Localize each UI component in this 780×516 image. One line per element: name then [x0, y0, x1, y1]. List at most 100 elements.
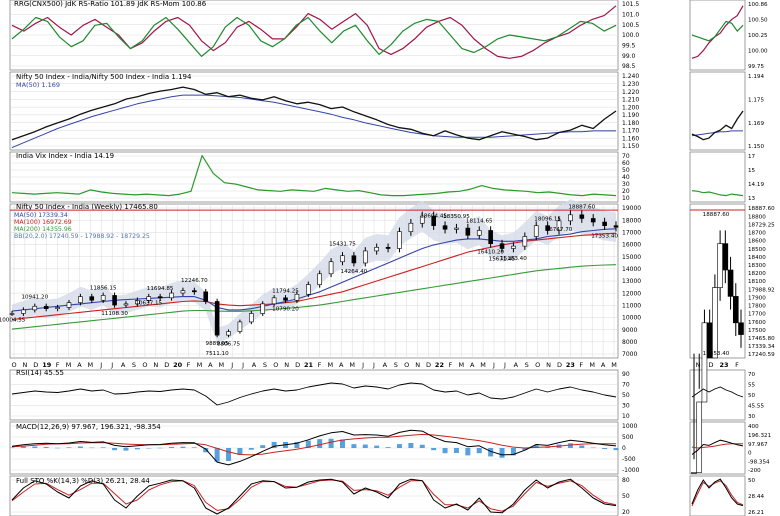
y-tick-label: 100.5	[622, 22, 639, 29]
vix-side-panel-frame	[689, 151, 746, 203]
side-series-line-sto-1	[691, 480, 744, 507]
series-line-sto-0	[11, 478, 617, 515]
month-tick-label: J	[99, 361, 102, 369]
month-tick-label: N	[284, 361, 289, 369]
month-tick-label: 22	[435, 361, 444, 369]
macd-histogram-bar	[43, 446, 49, 448]
series-line-rrg-1	[11, 16, 617, 58]
price-candle	[431, 215, 436, 226]
month-tick-label: 20	[173, 361, 183, 369]
series-line-ratio-0	[11, 86, 617, 141]
price-candle	[283, 297, 288, 301]
series-line-price-3	[11, 264, 617, 330]
side-y-tick-label: 17700	[748, 312, 766, 318]
price-candle	[180, 290, 186, 294]
side-y-tick-label: 97.967	[748, 442, 768, 448]
macd-histogram-bar	[476, 448, 482, 454]
price-annotation: 15183.40	[500, 256, 527, 262]
y-tick-label: 40	[622, 174, 630, 181]
macd-histogram-bar	[226, 448, 232, 461]
price-annotation: 7511.10	[206, 351, 230, 357]
series-line-sto-1	[11, 479, 617, 512]
price-candle	[568, 214, 573, 222]
price-candle	[385, 247, 391, 249]
side-y-tick-label: 18729.25	[748, 222, 775, 228]
side-y-tick-label: 100.00	[748, 49, 768, 55]
side-series-line-rrg-0	[691, 5, 744, 59]
side-y-tick-label: 17	[748, 154, 756, 160]
month-tick-label: A	[77, 361, 82, 369]
price-annotation: 16747.70	[546, 227, 573, 233]
sto-label: Full STO %K(14,3) %D(3) 26.21, 28.44	[16, 477, 150, 485]
y-tick-label: 50	[622, 392, 630, 399]
price-annotation: 18604.45	[420, 214, 447, 220]
macd-histogram-bar	[180, 446, 186, 448]
side-y-tick-label: -98.354	[748, 459, 770, 465]
macd-histogram-bar	[32, 446, 38, 448]
price-candle	[613, 225, 619, 228]
price-legend-bb: BB(20,2.0) 17240.59 - 17988.92 - 18729.2…	[14, 233, 150, 240]
price-candle	[89, 296, 95, 301]
price-candle	[351, 255, 357, 264]
price-annotation: 11856.15	[90, 285, 117, 291]
price-candle	[306, 284, 311, 295]
y-tick-label: 1.230	[622, 81, 639, 88]
macd-histogram-bar	[579, 445, 585, 448]
side-y-tick-label: 1.175	[748, 98, 764, 104]
month-tick-label: D	[33, 361, 38, 369]
macd-histogram-bar	[328, 438, 334, 448]
y-tick-label: 1.240	[622, 73, 639, 80]
price-annotation: 14264.40	[341, 269, 368, 275]
side-y-tick-label: 1.150	[748, 144, 764, 150]
price-candle	[442, 225, 448, 230]
price-legend-ma200: MA(200) 14355.96	[14, 226, 72, 233]
month-tick-label: S	[394, 361, 398, 369]
rsi-side-panel-frame	[689, 369, 746, 421]
side-price-candle	[691, 472, 697, 474]
y-tick-label: 8000	[622, 339, 637, 346]
price-candle	[340, 255, 345, 263]
y-tick-label: 60	[622, 160, 630, 167]
y-tick-label: 0	[622, 445, 626, 452]
month-tick-label: M	[88, 361, 94, 369]
y-tick-label: 15000	[622, 254, 641, 261]
macd-histogram-bar	[123, 448, 129, 451]
price-annotation: 15431.75	[329, 242, 356, 248]
side-price-candle	[727, 269, 734, 297]
price-candle	[237, 321, 243, 332]
price-candle	[488, 230, 493, 245]
side-y-tick-label: 13	[748, 196, 756, 202]
side-y-tick-label: 50	[748, 478, 756, 484]
month-tick-label: O	[273, 361, 278, 369]
price-candle	[214, 301, 220, 336]
side-y-tick-label: 1.169	[748, 121, 764, 127]
side-price-annotation: 17353.40	[703, 351, 730, 357]
macd-histogram-bar	[214, 448, 220, 462]
macd-histogram-bar	[66, 447, 72, 448]
macd-side-panel-frame	[689, 421, 746, 475]
macd-histogram-bar	[317, 439, 323, 448]
side-series-line-vix-0	[691, 190, 744, 197]
month-tick-label: S	[132, 361, 136, 369]
side-y-tick-label: 14.19	[748, 182, 764, 188]
month-tick-label: F	[579, 361, 583, 369]
price-candle	[476, 230, 482, 236]
side-y-tick-label: 26.21	[748, 510, 764, 516]
price-annotation: 18114.65	[466, 218, 493, 224]
vix-label: India Vix Index - India 14.19	[16, 152, 114, 160]
ratio-ma-label: MA(50) 1.169	[16, 81, 60, 89]
price-candle	[43, 305, 49, 309]
month-tick-label: J	[241, 361, 244, 369]
y-tick-label: 101.0	[622, 12, 639, 19]
price-candle	[602, 221, 607, 226]
price-candle	[579, 214, 585, 219]
y-tick-label: 1.220	[622, 89, 639, 96]
rrg-side-panel-frame	[689, 0, 746, 71]
price-candle	[192, 290, 197, 293]
series-line-macd-0	[11, 429, 617, 466]
price-legend-ma50: MA(50) 17339.34	[14, 212, 68, 219]
y-tick-label: -1000	[622, 467, 640, 474]
y-tick-label: -500	[622, 456, 636, 463]
macd-histogram-bar	[374, 445, 380, 448]
side-series-line-ratio-1	[691, 130, 743, 137]
